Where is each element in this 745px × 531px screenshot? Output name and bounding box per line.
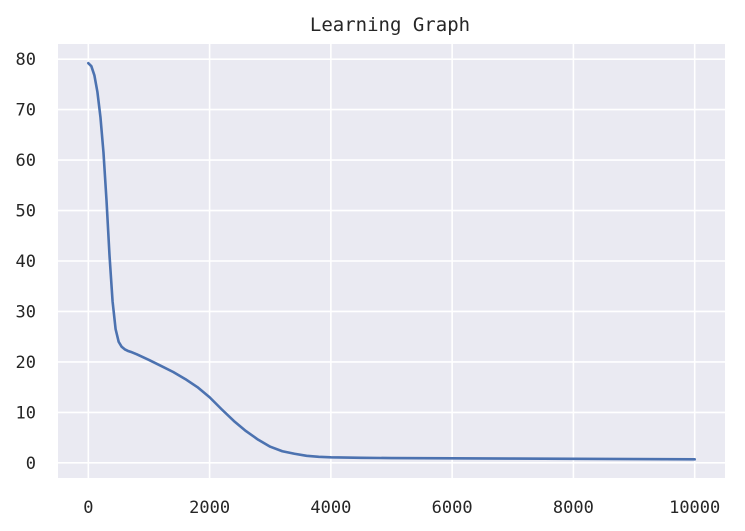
- y-tick-label-8: 80: [16, 50, 36, 70]
- x-tick-label-3: 6000: [432, 498, 473, 518]
- chart-title: Learning Graph: [310, 14, 470, 36]
- x-tick-label-2: 4000: [310, 498, 351, 518]
- x-tick-label-0: 0: [83, 498, 93, 518]
- y-tick-label-2: 20: [16, 353, 36, 373]
- y-tick-label-5: 50: [16, 202, 36, 222]
- y-tick-labels: 0 10 20 30 40 50 60 70 80: [16, 50, 36, 474]
- y-tick-label-6: 60: [16, 151, 36, 171]
- y-tick-label-0: 0: [26, 454, 36, 474]
- x-tick-labels: 0 2000 4000 6000 8000 10000: [83, 498, 720, 518]
- x-tick-label-5: 10000: [669, 498, 720, 518]
- x-tick-label-4: 8000: [553, 498, 594, 518]
- y-tick-label-4: 40: [16, 252, 36, 272]
- x-tick-label-1: 2000: [189, 498, 230, 518]
- y-tick-label-1: 10: [16, 403, 36, 423]
- y-tick-label-7: 70: [16, 101, 36, 121]
- series-line-0: [87, 61, 696, 461]
- y-gridlines: [58, 58, 725, 464]
- y-tick-label-3: 30: [16, 302, 36, 322]
- series-group: [87, 61, 696, 461]
